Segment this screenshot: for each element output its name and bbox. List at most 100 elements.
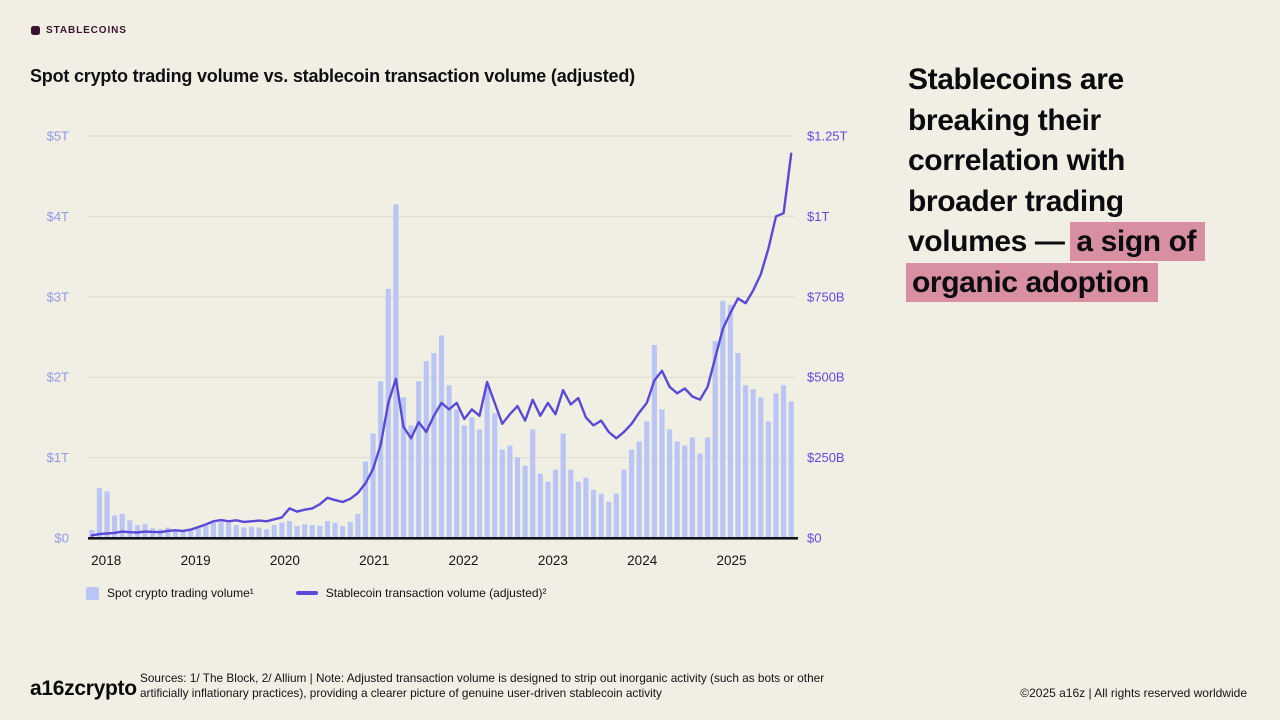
spot-volume-bar [309,525,315,538]
spot-volume-bar [165,527,171,538]
spot-volume-bar [423,361,429,538]
spot-volume-bar [697,453,703,538]
sources-note: Sources: 1/ The Block, 2/ Allium | Note:… [140,671,825,701]
spot-volume-bar [773,393,779,538]
spot-volume-bar [370,433,376,538]
spot-volume-bar [393,204,399,538]
spot-volume-bar [568,469,574,538]
spot-volume-bar [347,521,353,538]
spot-volume-bar [743,385,749,538]
spot-volume-bar [727,304,733,538]
spot-volume-bar [324,521,331,538]
spot-volume-bar [96,488,102,538]
spot-volume-bar [112,515,118,538]
spot-volume-bar [195,527,201,538]
left-axis-tick: $2T [47,370,69,385]
bar-swatch-icon [86,586,99,600]
spot-volume-bar [674,441,680,538]
right-axis-tick: $750B [807,289,845,304]
spot-volume-bar [378,381,384,538]
left-axis-tick: $5T [47,129,69,144]
left-axis-tick: $3T [47,289,69,304]
spot-volume-bar [682,445,688,538]
spot-volume-bar [598,493,604,538]
spot-volume-bar [629,449,635,538]
spot-volume-bar [355,513,361,538]
spot-volume-bar [256,527,262,538]
spot-volume-bar [781,385,787,538]
x-axis-year-label: 2023 [538,553,568,568]
chart-legend: Spot crypto trading volume¹ Stablecoin t… [86,586,547,600]
spot-volume-bar [218,521,224,538]
x-axis-year-label: 2018 [91,553,121,568]
spot-volume-bar [545,481,551,538]
spot-volume-bar [461,425,467,538]
spot-volume-bar [651,345,657,538]
spot-volume-bar [157,529,163,538]
right-axis-tick: $1.25T [807,129,848,144]
spot-volume-bar [750,389,756,538]
stablecoin-volume-line [90,152,793,537]
spot-volume-bar [507,445,513,538]
x-axis-year-label: 2022 [448,553,478,568]
spot-volume-bar [127,520,133,538]
spot-volume-bar [720,300,726,538]
legend-label-stablecoin-volume: Stablecoin transaction volume (adjusted)… [325,586,547,600]
spot-volume-bar [340,525,346,538]
x-axis-year-label: 2020 [270,553,300,568]
spot-volume-bar [469,417,475,538]
spot-volume-bar [150,528,156,538]
spot-volume-bar [400,397,407,538]
spot-volume-bar [689,437,695,538]
spot-volume-bar [241,527,247,538]
spot-volume-bar [636,441,642,538]
spot-volume-bar [454,409,460,538]
x-axis-year-label: 2021 [359,553,389,568]
spot-volume-bar [492,413,498,538]
x-axis-year-label: 2019 [181,553,211,568]
x-axis-line [88,537,798,540]
spot-volume-bar [385,288,391,538]
spot-volume-bar [530,429,536,538]
spot-volume-bar [271,525,277,538]
legend-label-spot-volume: Spot crypto trading volume¹ [107,586,254,600]
spot-volume-bar [537,473,543,538]
spot-volume-bar [233,525,239,538]
legend-item-spot-volume: Spot crypto trading volume¹ [86,586,254,600]
spot-volume-bar [606,501,612,538]
combo-chart: $5T $1.25T $4T $1T $3T $750B $2T $500B $1T $250B $… [47,129,848,569]
left-axis-tick: $1T [47,450,69,465]
spot-volume-bar [180,530,186,538]
spot-volume-bar [667,429,673,538]
spot-volume-bar [119,513,125,538]
right-axis-tick: $0 [807,531,821,546]
spot-volume-bar [758,397,764,538]
line-swatch-icon [295,591,318,595]
spot-volume-bar [210,522,216,538]
stablecoins-tag-icon [31,26,40,35]
spot-volume-bar [362,461,369,538]
eyebrow-label: STABLECOINS [46,25,127,36]
spot-volume-bar [438,335,445,538]
spot-volume-bar [286,521,293,538]
spot-volume-bar [188,529,194,538]
spot-volume-bar [705,437,711,538]
spot-volume-bar [264,529,270,538]
spot-volume-bar [552,469,559,538]
legend-item-stablecoin-volume: Stablecoin transaction volume (adjusted)… [295,586,547,600]
spot-volume-bar [499,449,505,538]
spot-volume-bar [408,425,414,538]
spot-volume-bar [765,421,771,538]
spot-volume-bar [735,353,741,538]
spot-volume-bar [575,481,581,538]
spot-volume-bar [416,381,422,538]
spot-volume-bar [431,353,437,538]
left-axis-tick: $4T [47,209,69,224]
x-axis-year-label: 2024 [627,553,658,568]
spot-volume-bar [317,525,323,538]
spot-volume-bar [484,385,490,538]
eyebrow-tag: STABLECOINS [31,25,127,36]
headline-text: Stablecoins are breaking their correlati… [908,63,1125,258]
spot-volume-bar [446,385,452,538]
